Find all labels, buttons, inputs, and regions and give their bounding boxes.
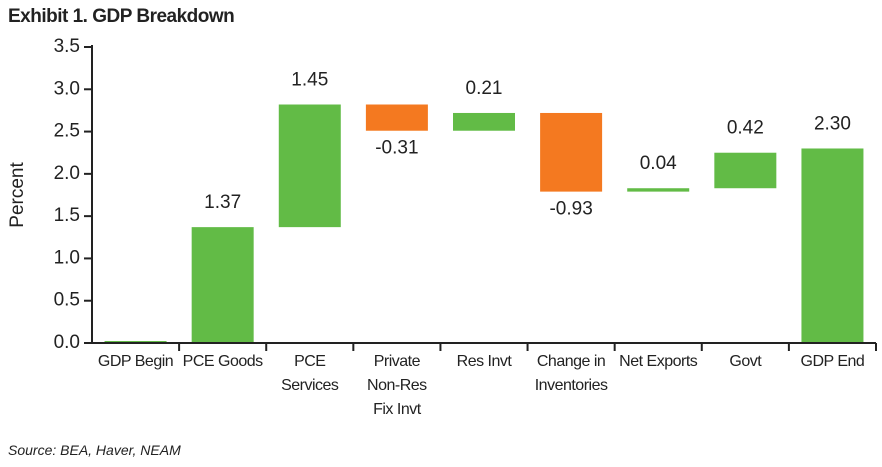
data-label: 1.45 (291, 70, 328, 91)
bar (365, 104, 428, 131)
bar (191, 227, 254, 343)
y-tick-label: 1.0 (54, 247, 80, 268)
y-tick-label: 0.5 (54, 290, 80, 311)
x-tick-label: GDP End (800, 353, 865, 370)
x-tick-label: Govt (729, 353, 762, 370)
x-tick-label: PCE Goods (182, 353, 263, 370)
data-label: -0.93 (549, 199, 592, 220)
y-tick-label: 1.5 (54, 205, 80, 226)
y-tick-label: 3.5 (54, 36, 80, 57)
chart-title: Exhibit 1. GDP Breakdown (8, 6, 235, 27)
y-tick-label: 0.0 (54, 332, 80, 353)
data-label: 2.30 (814, 114, 851, 135)
data-label: 1.37 (204, 192, 241, 213)
data-label: 0.42 (727, 118, 764, 139)
y-axis-label: Percent (7, 162, 28, 228)
bar (801, 148, 864, 343)
y-tick-label: 3.0 (54, 78, 80, 99)
x-tick-label: Net Exports (619, 353, 698, 370)
bar (453, 112, 515, 131)
data-label: 0.04 (640, 153, 677, 174)
data-label: 0.21 (466, 78, 503, 99)
x-tick-label: Res Invt (456, 353, 512, 370)
x-tick-label: PCE Services (281, 353, 339, 394)
bar (627, 188, 690, 192)
x-tick-label: GDP Begin (97, 353, 174, 370)
y-tick-label: 2.0 (54, 163, 80, 184)
x-tick-label: Change in Inventories (534, 353, 608, 394)
y-tick-label: 2.5 (54, 121, 80, 142)
bar (278, 104, 341, 228)
source-note: Source: BEA, Haver, NEAM (8, 442, 181, 458)
x-tick-label: Private Non-Res Fix Invt (367, 353, 427, 418)
bar (540, 112, 603, 192)
data-label: -0.31 (375, 138, 418, 159)
bar (714, 152, 777, 189)
